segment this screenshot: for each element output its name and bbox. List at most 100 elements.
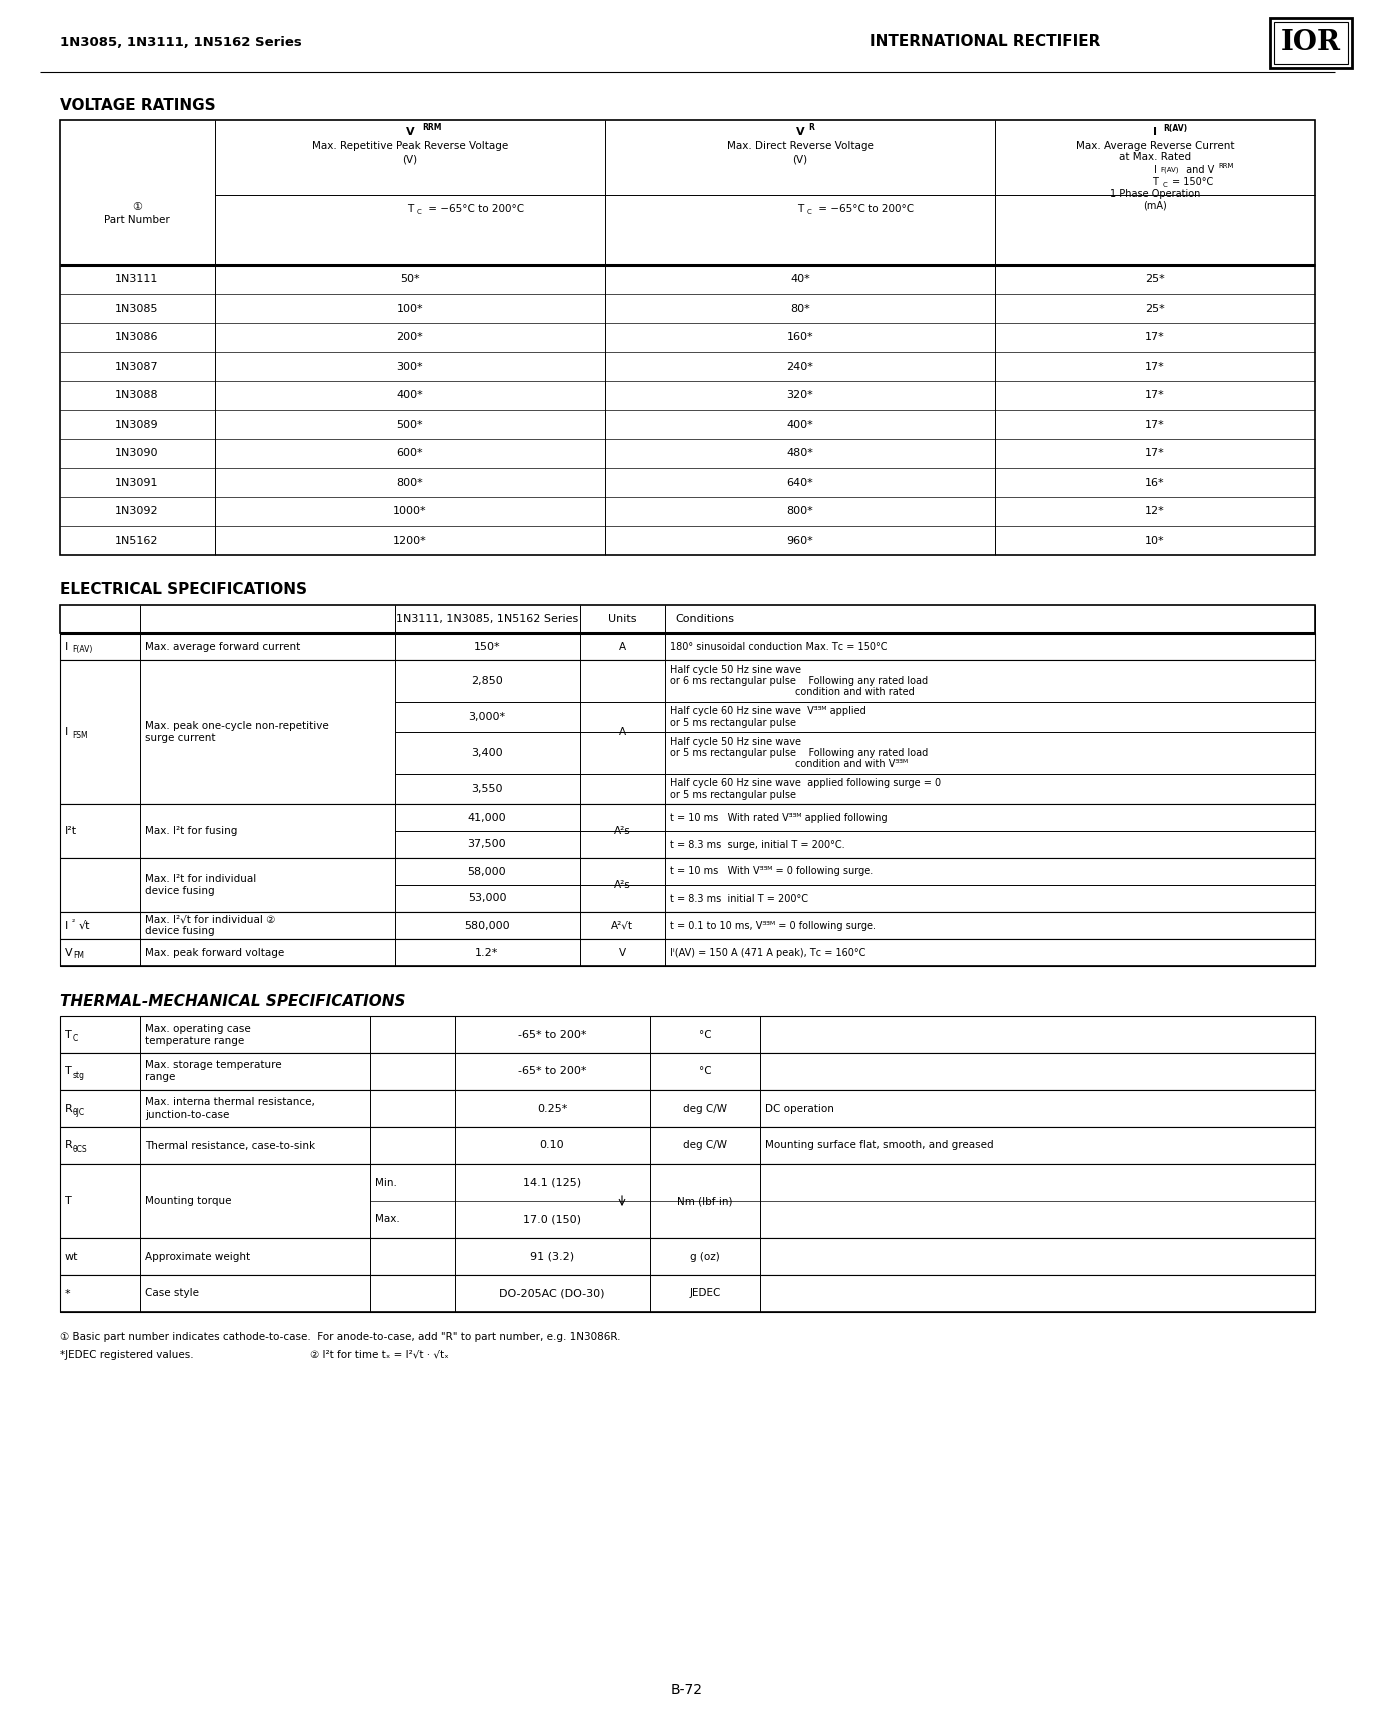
Text: F(AV): F(AV) (72, 645, 92, 654)
Text: θJC: θJC (73, 1108, 85, 1116)
Text: Max. interna thermal resistance,: Max. interna thermal resistance, (144, 1097, 315, 1108)
Text: RRM: RRM (422, 123, 441, 132)
Text: V: V (406, 127, 414, 137)
Text: Part Number: Part Number (104, 216, 170, 224)
Text: 1000*: 1000* (393, 507, 426, 517)
Text: 17*: 17* (1145, 419, 1165, 430)
Text: R(AV): R(AV) (1163, 123, 1187, 132)
Text: T: T (65, 1029, 72, 1039)
Text: C: C (1163, 181, 1167, 188)
Text: IOR: IOR (1282, 29, 1341, 56)
Text: A: A (619, 642, 626, 652)
Text: Max. I²t for individual: Max. I²t for individual (144, 875, 256, 883)
Text: T: T (1152, 176, 1158, 187)
Text: 2,850: 2,850 (472, 676, 503, 687)
Text: condition and with Vᴲᴲᴹ: condition and with Vᴲᴲᴹ (670, 758, 908, 769)
Text: 200*: 200* (396, 332, 423, 342)
Text: 400*: 400* (786, 419, 814, 430)
Text: = 150°C: = 150°C (1172, 176, 1213, 187)
Text: ①: ① (132, 202, 142, 212)
Text: Max. average forward current: Max. average forward current (144, 642, 300, 652)
Text: 1N3111, 1N3085, 1N5162 Series: 1N3111, 1N3085, 1N5162 Series (396, 615, 578, 623)
Bar (60, 120, 1314, 555)
Text: -65* to 200*: -65* to 200* (518, 1029, 586, 1039)
Bar (60, 805, 1314, 858)
Text: 14.1 (125): 14.1 (125) (522, 1178, 582, 1188)
Text: 1N3086: 1N3086 (116, 332, 158, 342)
Text: Half cycle 50 Hz sine wave: Half cycle 50 Hz sine wave (670, 736, 802, 746)
Text: temperature range: temperature range (144, 1036, 245, 1046)
Text: Max. peak one-cycle non-repetitive: Max. peak one-cycle non-repetitive (144, 721, 329, 731)
Text: ²: ² (72, 918, 76, 926)
Bar (60, 1126, 1314, 1164)
Text: Max. I²t for fusing: Max. I²t for fusing (144, 825, 238, 835)
Text: 1N3111: 1N3111 (116, 274, 158, 284)
Text: 12*: 12* (1145, 507, 1165, 517)
Text: ELECTRICAL SPECIFICATIONS: ELECTRICAL SPECIFICATIONS (60, 582, 307, 597)
Text: R: R (65, 1140, 73, 1150)
Text: stg: stg (73, 1072, 85, 1080)
Text: I: I (65, 728, 69, 736)
Text: V: V (65, 947, 73, 957)
Text: *JEDEC registered values.: *JEDEC registered values. (60, 1351, 194, 1359)
Text: 800*: 800* (786, 507, 814, 517)
Bar (1275, 22, 1348, 63)
Text: F(AV): F(AV) (1160, 166, 1178, 173)
Text: t = 0.1 to 10 ms, Vᴲᴲᴹ = 0 following surge.: t = 0.1 to 10 ms, Vᴲᴲᴹ = 0 following sur… (670, 921, 876, 931)
Text: g (oz): g (oz) (690, 1251, 720, 1262)
Text: condition and with rated: condition and with rated (670, 687, 914, 697)
Bar (60, 661, 1314, 805)
Text: I: I (65, 642, 69, 652)
Text: Max. I²√t for individual ②: Max. I²√t for individual ② (144, 914, 275, 924)
Text: t = 10 ms   With Vᴲᴲᴹ = 0 following surge.: t = 10 ms With Vᴲᴲᴹ = 0 following surge. (670, 866, 873, 877)
Text: (V): (V) (792, 156, 807, 164)
Text: 500*: 500* (396, 419, 423, 430)
Text: Conditions: Conditions (675, 615, 734, 623)
Text: ② I²t for time tₓ = I²√t · √tₓ: ② I²t for time tₓ = I²√t · √tₓ (309, 1351, 448, 1359)
Text: 240*: 240* (786, 361, 814, 372)
Text: Thermal resistance, case-to-sink: Thermal resistance, case-to-sink (144, 1140, 315, 1150)
Text: 58,000: 58,000 (468, 866, 506, 877)
Bar (60, 633, 1314, 661)
Text: t = 8.3 ms  initial T = 200°C: t = 8.3 ms initial T = 200°C (670, 894, 808, 904)
Text: 0.25*: 0.25* (536, 1104, 566, 1113)
Text: Max.: Max. (375, 1214, 400, 1224)
Text: 600*: 600* (396, 449, 423, 459)
Text: 480*: 480* (786, 449, 814, 459)
Bar (60, 1015, 1314, 1053)
Text: FM: FM (73, 950, 84, 960)
Bar (60, 1238, 1314, 1275)
Text: Approximate weight: Approximate weight (144, 1251, 250, 1262)
Text: Half cycle 60 Hz sine wave  Vᴲᴲᴹ applied: Half cycle 60 Hz sine wave Vᴲᴲᴹ applied (670, 707, 866, 717)
Text: 40*: 40* (791, 274, 810, 284)
Text: (V): (V) (403, 156, 418, 164)
Bar (60, 604, 1314, 633)
Text: 1N5162: 1N5162 (116, 536, 158, 546)
Text: 3,400: 3,400 (472, 748, 503, 758)
Text: C: C (417, 209, 422, 216)
Text: at Max. Rated: at Max. Rated (1119, 152, 1191, 163)
Text: Max. storage temperature: Max. storage temperature (144, 1060, 282, 1070)
Text: 0.10: 0.10 (539, 1140, 564, 1150)
Text: A: A (619, 728, 626, 736)
Text: 17*: 17* (1145, 390, 1165, 401)
Text: Mounting surface flat, smooth, and greased: Mounting surface flat, smooth, and greas… (765, 1140, 994, 1150)
Text: C: C (73, 1034, 78, 1043)
Text: or 5 ms rectangular pulse: or 5 ms rectangular pulse (670, 717, 796, 728)
Text: or 5 ms rectangular pulse: or 5 ms rectangular pulse (670, 789, 796, 800)
Text: 53,000: 53,000 (468, 894, 506, 904)
Text: device fusing: device fusing (144, 926, 214, 936)
Text: junction-to-case: junction-to-case (144, 1109, 230, 1120)
Text: R: R (808, 123, 814, 132)
Text: 10*: 10* (1145, 536, 1165, 546)
Text: C: C (807, 209, 811, 216)
Text: Nm (lbf·in): Nm (lbf·in) (678, 1197, 733, 1205)
Bar (60, 858, 1314, 912)
Text: I: I (65, 921, 69, 931)
Text: Half cycle 50 Hz sine wave: Half cycle 50 Hz sine wave (670, 664, 802, 675)
Text: 25*: 25* (1145, 303, 1165, 313)
Text: 3,550: 3,550 (472, 784, 503, 794)
Text: Units: Units (608, 615, 637, 623)
Text: or 5 ms rectangular pulse    Following any rated load: or 5 ms rectangular pulse Following any … (670, 748, 928, 758)
Text: I: I (1154, 164, 1156, 175)
